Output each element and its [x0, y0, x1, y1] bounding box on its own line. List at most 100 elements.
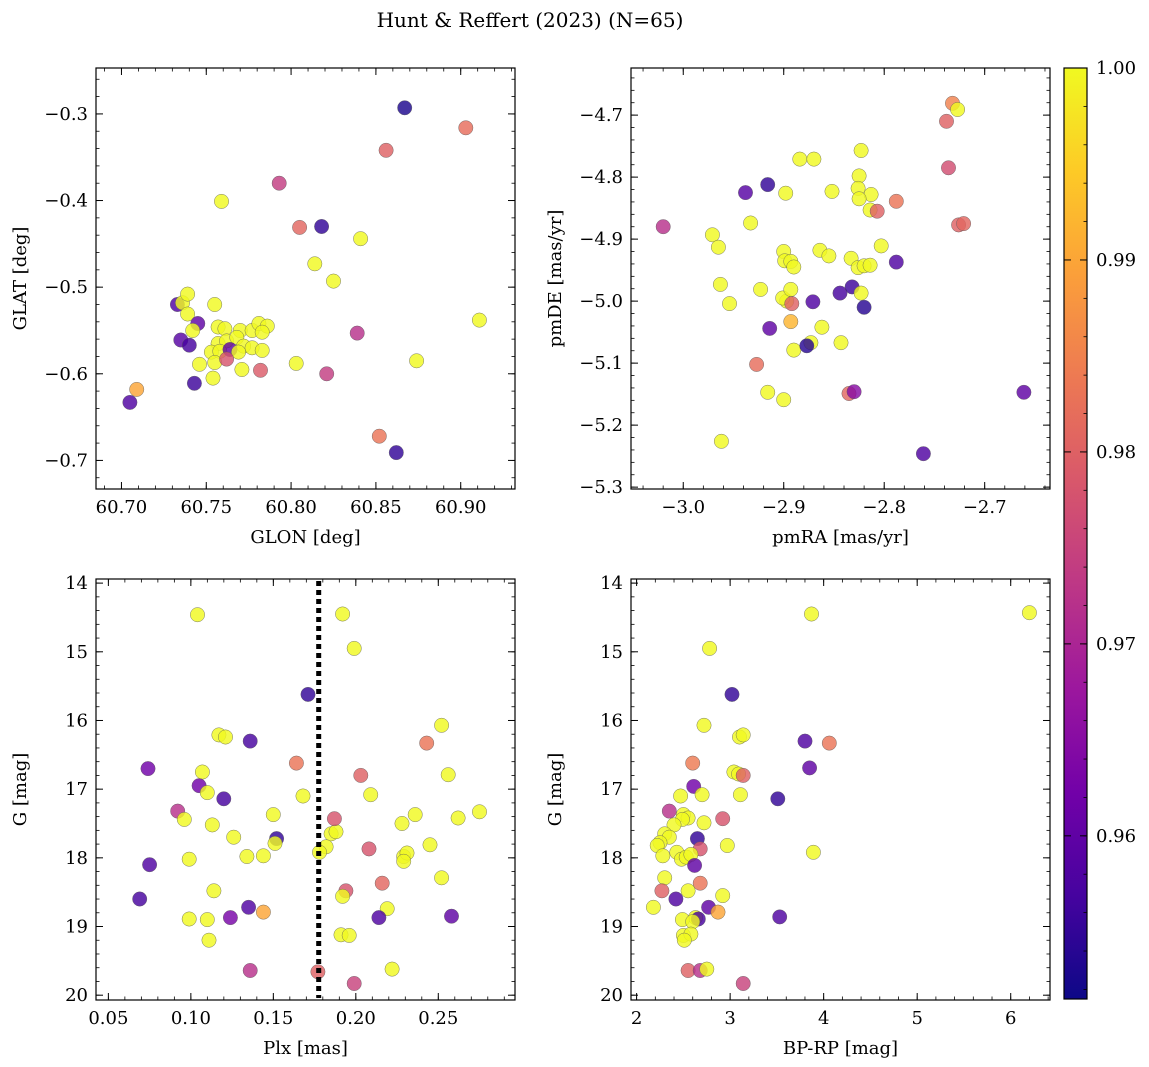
data-point [255, 904, 271, 920]
data-point [692, 875, 708, 891]
data-point [374, 875, 390, 891]
data-point [856, 299, 872, 315]
data-point [371, 910, 387, 925]
data-point [181, 337, 197, 353]
data-point [388, 445, 404, 460]
data-point [805, 294, 821, 310]
data-point [705, 227, 720, 243]
y-tick-label: −0.6 [44, 364, 88, 385]
data-point [1022, 605, 1037, 621]
data-point [199, 785, 215, 800]
data-point [471, 312, 487, 328]
data-point [205, 370, 221, 386]
data-point [204, 817, 220, 833]
data-point [680, 883, 696, 899]
y-tick-label: 14 [65, 573, 88, 594]
y-tick-label: −4.7 [579, 105, 623, 126]
data-point [353, 768, 369, 783]
data-point [853, 143, 869, 158]
y-axis-label: GLAT [deg] [10, 227, 31, 331]
data-point [180, 286, 196, 302]
colorbar-tick-label: 0.97 [1096, 634, 1136, 655]
data-point [361, 841, 377, 857]
data-point [378, 142, 394, 158]
x-tick-label: 3 [724, 1008, 735, 1029]
data-point [335, 606, 350, 622]
x-tick-label: 60.70 [96, 497, 148, 518]
data-point [349, 325, 365, 341]
data-point [696, 815, 712, 831]
data-point [353, 231, 368, 247]
data-point [806, 151, 822, 167]
data-point [314, 219, 329, 234]
data-point [657, 870, 673, 886]
data-point [458, 120, 474, 136]
data-point [307, 256, 323, 272]
data-point [784, 296, 800, 311]
x-tick-label: 60.90 [435, 497, 487, 518]
data-point [132, 891, 148, 907]
data-point [226, 829, 242, 845]
data-point [792, 151, 808, 167]
data-point [654, 883, 670, 899]
data-point [271, 175, 287, 191]
y-tick-label: 17 [65, 779, 88, 800]
data-point [214, 193, 229, 209]
data-point [346, 641, 362, 656]
data-point [694, 787, 710, 803]
data-point [862, 257, 878, 273]
x-tick-label: 0.05 [88, 1008, 128, 1029]
data-point [419, 735, 435, 751]
data-point [255, 848, 271, 864]
figure-title: Hunt & Reffert (2023) (N=65) [377, 8, 684, 32]
x-tick-label: 60.80 [265, 497, 317, 518]
data-point [760, 384, 776, 400]
data-point [714, 433, 729, 449]
x-tick-label: 0.20 [336, 1008, 376, 1029]
data-point [749, 356, 764, 372]
y-tick-label: 19 [65, 917, 88, 938]
data-point [422, 837, 438, 853]
y-tick-label: −0.4 [44, 191, 88, 212]
data-point [239, 849, 255, 864]
data-point [888, 193, 904, 209]
data-point [363, 787, 379, 803]
data-point [888, 254, 904, 270]
colorbar-tick-label: 0.99 [1096, 250, 1136, 271]
data-point [292, 219, 307, 235]
data-point [673, 788, 688, 804]
data-point [142, 857, 158, 873]
data-point [265, 807, 281, 822]
data-point [646, 899, 661, 915]
data-point [786, 342, 802, 358]
data-point [733, 787, 748, 803]
data-point [939, 113, 954, 129]
data-point [776, 392, 792, 408]
data-point [802, 760, 817, 776]
data-point [738, 185, 753, 201]
y-tick-label: 18 [65, 848, 88, 869]
panel-glon-glat: 60.70 60.75 60.80 60.85 60.90 −0.3 −0.4 −0.5 −0.… [10, 67, 516, 548]
y-axis-label: G [mag] [10, 753, 31, 826]
data-point [821, 735, 837, 751]
data-point [941, 160, 956, 176]
data-point [851, 168, 867, 184]
data-point [129, 381, 145, 397]
data-point [743, 215, 758, 231]
x-tick-label: −3.0 [661, 497, 705, 518]
data-point [833, 335, 849, 351]
data-point [783, 281, 799, 297]
data-point [719, 838, 735, 853]
data-point [786, 259, 802, 275]
data-point [176, 812, 192, 827]
colorbar-tick-label: 0.98 [1096, 442, 1136, 463]
data-point [806, 844, 821, 860]
data-point [715, 888, 731, 903]
data-point [676, 932, 692, 948]
data-point [396, 853, 412, 869]
data-point [231, 344, 246, 360]
data-point [762, 320, 778, 336]
data-point [956, 216, 971, 232]
